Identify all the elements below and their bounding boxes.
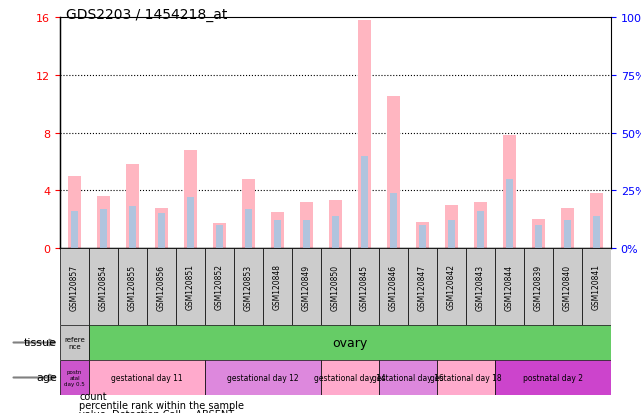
Text: tissue: tissue xyxy=(24,338,57,348)
Bar xyxy=(234,248,263,325)
Bar xyxy=(474,202,487,248)
Text: GSM120850: GSM120850 xyxy=(331,264,340,310)
Bar xyxy=(271,212,284,248)
Bar xyxy=(242,179,255,248)
Bar xyxy=(408,248,437,325)
Bar xyxy=(437,248,466,325)
Bar xyxy=(274,221,281,248)
Text: GSM120851: GSM120851 xyxy=(186,264,195,310)
Bar xyxy=(593,216,600,248)
Bar xyxy=(147,248,176,325)
Text: gestational day 18: gestational day 18 xyxy=(430,373,502,382)
Bar xyxy=(361,156,368,248)
Text: age: age xyxy=(36,373,57,382)
Text: ovary: ovary xyxy=(333,336,368,349)
Text: GSM120839: GSM120839 xyxy=(534,264,543,310)
Bar xyxy=(97,197,110,248)
Bar xyxy=(329,201,342,248)
Text: GSM120849: GSM120849 xyxy=(302,264,311,310)
Bar xyxy=(216,225,223,248)
Bar xyxy=(532,220,545,248)
Bar xyxy=(60,360,89,395)
Text: GSM120844: GSM120844 xyxy=(505,264,514,310)
Bar xyxy=(321,360,379,395)
Bar xyxy=(437,360,495,395)
Bar xyxy=(205,360,321,395)
Bar xyxy=(158,214,165,248)
Text: GSM120853: GSM120853 xyxy=(244,264,253,310)
Bar xyxy=(477,211,484,248)
Text: GSM120855: GSM120855 xyxy=(128,264,137,310)
Bar xyxy=(184,150,197,248)
Bar xyxy=(466,248,495,325)
Bar xyxy=(535,225,542,248)
Bar xyxy=(387,97,400,248)
Bar xyxy=(129,207,136,248)
Bar xyxy=(350,248,379,325)
Bar xyxy=(590,194,603,248)
Bar xyxy=(503,136,516,248)
Text: percentile rank within the sample: percentile rank within the sample xyxy=(79,400,244,410)
Bar xyxy=(213,224,226,248)
Bar xyxy=(60,325,89,360)
Text: GSM120852: GSM120852 xyxy=(215,264,224,310)
Bar xyxy=(553,248,582,325)
Bar xyxy=(582,248,611,325)
Bar xyxy=(292,248,321,325)
Bar xyxy=(448,221,455,248)
Text: value, Detection Call = ABSENT: value, Detection Call = ABSENT xyxy=(79,409,235,413)
Bar xyxy=(126,165,139,248)
Bar xyxy=(561,208,574,248)
Text: refere
nce: refere nce xyxy=(64,336,85,349)
Text: postn
atal
day 0.5: postn atal day 0.5 xyxy=(64,369,85,386)
Bar xyxy=(416,223,429,248)
Bar xyxy=(68,176,81,248)
Bar xyxy=(60,248,89,325)
Bar xyxy=(71,211,78,248)
Bar xyxy=(419,225,426,248)
Text: GSM120848: GSM120848 xyxy=(273,264,282,310)
Text: GSM120854: GSM120854 xyxy=(99,264,108,310)
Bar xyxy=(564,221,571,248)
Text: GSM120846: GSM120846 xyxy=(389,264,398,310)
Bar xyxy=(118,248,147,325)
Text: GSM120840: GSM120840 xyxy=(563,264,572,310)
Text: gestational day 16: gestational day 16 xyxy=(372,373,444,382)
Bar xyxy=(205,248,234,325)
Text: GSM120845: GSM120845 xyxy=(360,264,369,310)
Bar xyxy=(89,248,118,325)
Text: gestational day 14: gestational day 14 xyxy=(314,373,386,382)
Bar xyxy=(100,209,107,248)
Text: gestational day 12: gestational day 12 xyxy=(227,373,299,382)
Bar xyxy=(495,248,524,325)
Text: GSM120847: GSM120847 xyxy=(418,264,427,310)
Bar xyxy=(321,248,350,325)
Bar xyxy=(176,248,205,325)
Bar xyxy=(332,216,339,248)
Text: GSM120841: GSM120841 xyxy=(592,264,601,310)
Bar xyxy=(155,208,168,248)
Text: GSM120857: GSM120857 xyxy=(70,264,79,310)
Bar xyxy=(187,198,194,248)
Bar xyxy=(303,221,310,248)
Text: GSM120842: GSM120842 xyxy=(447,264,456,310)
Bar xyxy=(506,179,513,248)
Bar xyxy=(89,360,205,395)
Bar xyxy=(445,205,458,248)
Bar xyxy=(358,21,371,248)
Text: postnatal day 2: postnatal day 2 xyxy=(523,373,583,382)
Bar xyxy=(495,360,611,395)
Bar xyxy=(263,248,292,325)
Text: GSM120843: GSM120843 xyxy=(476,264,485,310)
Bar xyxy=(390,193,397,248)
Bar xyxy=(300,202,313,248)
Bar xyxy=(245,209,252,248)
Bar xyxy=(379,248,408,325)
Text: count: count xyxy=(79,391,107,401)
Text: GSM120856: GSM120856 xyxy=(157,264,166,310)
Text: GDS2203 / 1454218_at: GDS2203 / 1454218_at xyxy=(67,8,228,22)
Bar xyxy=(379,360,437,395)
Text: gestational day 11: gestational day 11 xyxy=(111,373,183,382)
Bar xyxy=(524,248,553,325)
